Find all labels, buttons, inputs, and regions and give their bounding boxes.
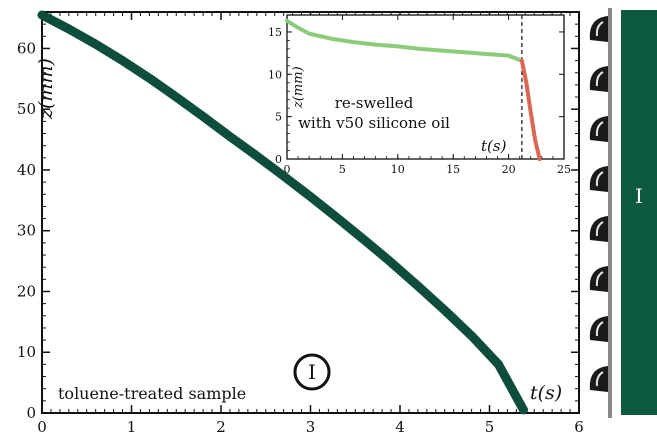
drop-shape [589, 316, 608, 342]
drop-highlight [595, 71, 604, 87]
drop-shape [589, 266, 608, 292]
x-tick-label: 6 [574, 418, 584, 436]
inset-red-curve [519, 58, 542, 161]
roman-numeral-circle-icon [293, 353, 331, 391]
main-xlabel: t(s) [530, 382, 562, 404]
drop-shape [589, 16, 608, 42]
drop-highlight [595, 171, 604, 187]
main-curve [37, 10, 529, 415]
roman-numeral-label: I [308, 360, 316, 384]
y-tick-label: 40 [17, 161, 36, 179]
x-tick-label: 5 [485, 418, 495, 436]
inset-x-tick-label: 10 [391, 163, 405, 176]
snapshot-sequence [589, 16, 608, 392]
side-bar [621, 10, 657, 415]
drop-highlight [595, 271, 604, 287]
drop-highlight [595, 21, 604, 37]
x-tick-label: 1 [127, 418, 137, 436]
inset-y-tick-label: 15 [268, 26, 282, 39]
snapshot-drop-icon [589, 216, 608, 242]
main-ylabel-text: z(mm) [35, 58, 57, 120]
drop-shape [589, 366, 608, 392]
inset-green-curve [285, 18, 524, 63]
inset-x-tick-label: 15 [446, 163, 460, 176]
snapshot-drop-icon [589, 16, 608, 42]
drop-shape [589, 216, 608, 242]
y-tick-label: 0 [26, 404, 36, 422]
inset-tick-labels: 0 5 10 15 20 25 0 5 10 15 [268, 26, 571, 176]
y-tick-label: 30 [17, 222, 36, 240]
main-ylabel: z(mm) [35, 58, 57, 120]
snapshot-drop-icon [589, 166, 608, 192]
drop-shape [589, 66, 608, 92]
y-tick-label: 60 [17, 39, 36, 57]
drop-shape [589, 116, 608, 142]
snapshot-drop-icon [589, 66, 608, 92]
inset-y-tick-label: 0 [275, 153, 282, 166]
x-tick-label: 3 [306, 418, 316, 436]
inset-x-tick-label: 25 [557, 163, 571, 176]
inset-y-tick-label: 5 [275, 111, 282, 124]
inset-plot: 0 5 10 15 20 25 0 5 10 15 z(mm) t(s) re-swelled w… [268, 14, 571, 176]
inset-annotation-line1: re-swelled [335, 94, 414, 112]
drop-highlight [595, 221, 604, 237]
inset-x-tick-label: 20 [502, 163, 516, 176]
x-tick-label: 4 [395, 418, 405, 436]
sample-annotation: toluene-treated sample [58, 384, 246, 403]
snapshot-drop-icon [589, 366, 608, 392]
snapshot-drop-icon [589, 116, 608, 142]
snapshot-drop-icon [589, 316, 608, 342]
drop-shape [589, 166, 608, 192]
drop-highlight [595, 321, 604, 337]
x-tick-label: 0 [37, 418, 47, 436]
inset-xlabel: t(s) [481, 137, 507, 155]
y-tick-label: 20 [17, 282, 36, 300]
drop-highlight [595, 371, 604, 387]
snapshot-drop-icon [589, 266, 608, 292]
inset-ylabel: z(mm) [291, 66, 306, 109]
photo-strip [589, 8, 612, 418]
x-tick-label: 2 [216, 418, 226, 436]
inset-y-tick-label: 10 [268, 68, 282, 81]
y-tick-label: 50 [17, 100, 36, 118]
y-tick-label: 10 [17, 343, 36, 361]
side-bar-label: I [635, 184, 643, 208]
drop-highlight [595, 121, 604, 137]
inset-annotation-line2: with v50 silicone oil [298, 114, 450, 132]
inset-x-tick-label: 5 [339, 163, 346, 176]
inset-x-tick-label: 0 [284, 163, 291, 176]
